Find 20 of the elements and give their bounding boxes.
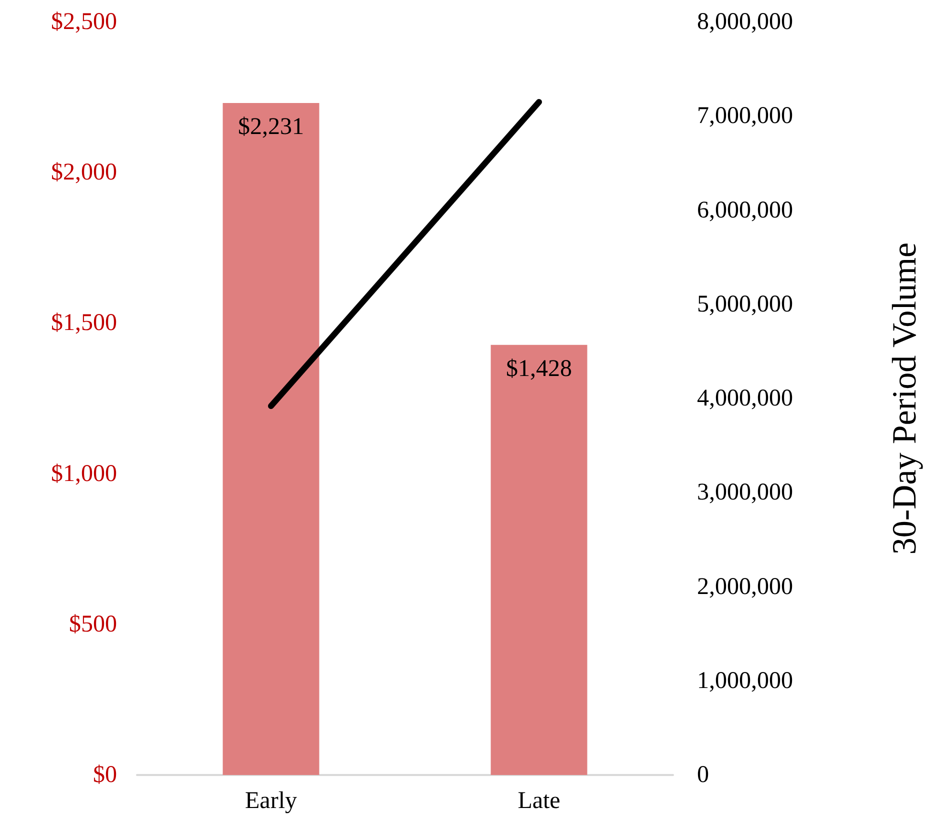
y2-axis-title: 30-Day Period Volume xyxy=(886,242,924,555)
y2-tick-label: 8,000,000 xyxy=(697,9,793,35)
y2-tick-label: 6,000,000 xyxy=(697,197,793,224)
y-tick-label: $1,000 xyxy=(51,460,117,487)
data-label: $2,231 xyxy=(238,114,304,140)
x-tick-label: Late xyxy=(518,788,560,814)
y2-tick-label: 1,000,000 xyxy=(697,668,793,694)
y-tick-label: $2,500 xyxy=(51,9,117,35)
y-tick-label: $1,500 xyxy=(51,310,117,336)
data-label: $1,428 xyxy=(506,356,572,382)
y2-tick-label: 5,000,000 xyxy=(697,291,793,318)
y2-tick-label: 2,000,000 xyxy=(697,574,793,600)
y-tick-label: $500 xyxy=(69,611,117,638)
y-tick-label: $2,000 xyxy=(51,160,117,186)
y2-tick-label: 3,000,000 xyxy=(697,480,793,506)
x-tick-label: Early xyxy=(245,788,297,814)
y2-tick-label: 0 xyxy=(697,762,709,788)
y2-tick-label: 4,000,000 xyxy=(697,386,793,412)
y2-tick-label: 7,000,000 xyxy=(697,103,793,130)
y-tick-label: $0 xyxy=(93,762,117,788)
